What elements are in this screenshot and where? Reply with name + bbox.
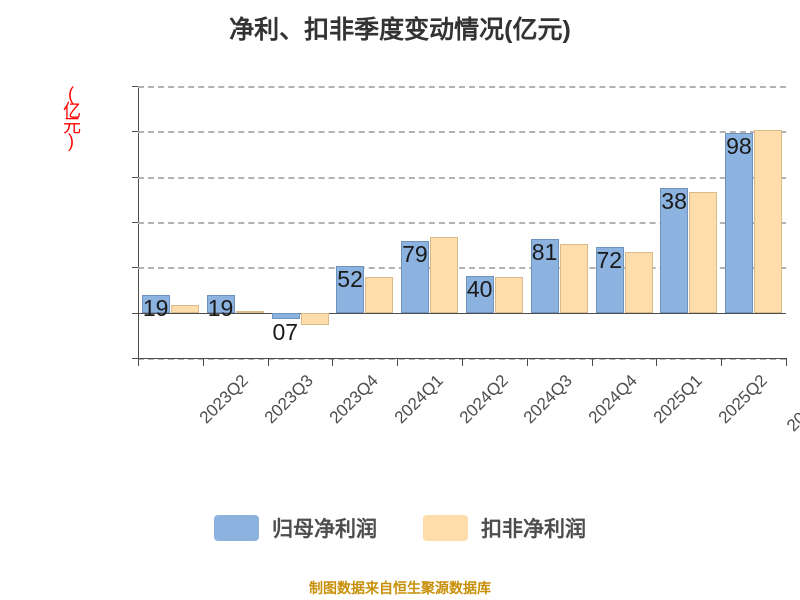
x-tick-mark [591, 358, 593, 366]
bar-2024Q3-net-profit [465, 276, 494, 313]
bar-2023Q3-net-profit [206, 295, 235, 313]
chart-legend: 归母净利润 扣非净利润 [0, 513, 800, 543]
legend-swatch-blue [214, 515, 259, 541]
x-tick-mark [656, 358, 658, 366]
bar-2025Q1-net-profit [595, 247, 624, 313]
x-tick-label-2025Q3E: 2025Q3E [782, 371, 800, 436]
footer-note: 制图数据来自恒生聚源数据库 [309, 580, 491, 596]
y-tick-mark [132, 131, 139, 133]
legend-label: 扣非净利润 [481, 518, 586, 541]
y-tick-mark [132, 86, 139, 87]
x-tick-mark [721, 358, 723, 366]
x-tick-label-2025Q2: 2025Q2 [714, 371, 771, 428]
y-tick-mark [132, 358, 139, 359]
legend-item-net-profit[interactable]: 归母净利润 [214, 513, 377, 543]
bar-2025Q1-deducted-net-profit [624, 251, 653, 313]
legend-swatch-orange [423, 515, 468, 541]
legend-label: 归母净利润 [272, 518, 377, 541]
gridline [138, 267, 786, 270]
x-tick-label-2023Q2: 2023Q2 [196, 371, 253, 428]
bar-2023Q3-deducted-net-profit [235, 310, 264, 313]
bar-2023Q4-deducted-net-profit [300, 312, 329, 326]
x-tick-mark [332, 358, 334, 366]
bar-2024Q4-deducted-net-profit [559, 243, 588, 313]
x-tick-mark [202, 358, 204, 366]
plot-area: 19 19 07 52 79 40 81 72 38 98 [138, 86, 786, 360]
gridline [138, 131, 786, 134]
bar-2025Q3E-net-profit [725, 133, 754, 313]
x-tick-label-2024Q2: 2024Q2 [455, 371, 512, 428]
bar-2023Q2-deducted-net-profit [170, 304, 199, 313]
gridline [138, 86, 786, 88]
x-tick-label-2023Q4: 2023Q4 [325, 371, 382, 428]
x-tick-mark [138, 358, 139, 366]
x-tick-mark [462, 358, 463, 366]
legend-item-deducted-net-profit[interactable]: 扣非净利润 [423, 513, 586, 543]
y-tick-mark [132, 312, 139, 314]
x-tick-label-2024Q3: 2024Q3 [520, 371, 577, 428]
x-tick-label-2024Q4: 2024Q4 [584, 371, 642, 428]
y-axis-title: (亿元) [61, 84, 81, 148]
gridline [138, 222, 786, 224]
x-tick-label-2025Q1: 2025Q1 [649, 371, 706, 428]
bar-2024Q3-deducted-net-profit [494, 277, 523, 313]
x-tick-label-2023Q3: 2023Q3 [260, 371, 318, 428]
bar-2025Q2-deducted-net-profit [689, 192, 718, 313]
x-tick-mark [526, 358, 528, 366]
bar-2023Q4-net-profit [271, 312, 300, 319]
y-tick-mark [132, 222, 139, 223]
bar-value-label: 07 [272, 319, 299, 345]
x-tick-mark [397, 358, 399, 366]
x-tick-mark [786, 358, 787, 366]
zero-baseline [138, 312, 786, 314]
bar-2024Q1-net-profit [336, 265, 365, 313]
bar-2024Q1-deducted-net-profit [365, 277, 394, 313]
x-tick-mark [267, 358, 269, 366]
x-tick-label-2024Q1: 2024Q1 [390, 371, 447, 428]
chart-title: 净利、扣非季度变动情况(亿元) [229, 16, 571, 44]
bar-2024Q2-deducted-net-profit [430, 236, 459, 313]
bar-2023Q2-net-profit [141, 295, 170, 313]
gridline [138, 176, 786, 179]
bar-2025Q3E-deducted-net-profit [754, 130, 783, 313]
y-tick-mark [132, 176, 139, 178]
bar-2025Q2-net-profit [660, 187, 689, 313]
bar-2024Q2-net-profit [401, 241, 430, 313]
y-tick-mark [132, 267, 139, 269]
bar-2024Q4-net-profit [530, 239, 559, 313]
